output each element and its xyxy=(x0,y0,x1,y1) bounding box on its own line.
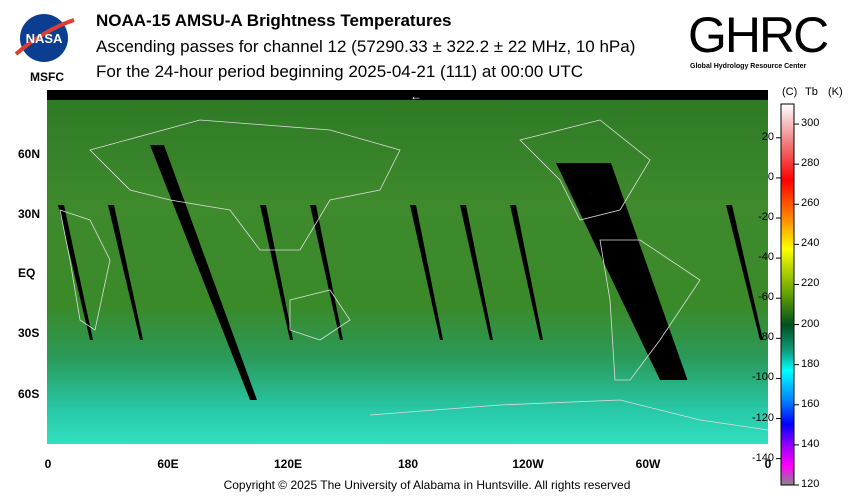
lon-label: 120E xyxy=(273,457,303,471)
colorbar-k-label: 160 xyxy=(801,397,820,410)
msfc-caption: MSFC xyxy=(30,70,64,84)
lon-label: 60E xyxy=(157,457,179,471)
colorbar-label-tb: Tb xyxy=(805,86,818,98)
lat-label: EQ xyxy=(18,266,36,280)
coastlines xyxy=(59,119,769,431)
lon-label: 60W xyxy=(635,457,661,471)
lon-label: 0 xyxy=(44,457,52,471)
colorbar-k-label: 300 xyxy=(801,117,820,130)
chart-title: NOAA-15 AMSU-A Brightness Temperatures xyxy=(96,11,452,30)
colorbar-c-label: -20 xyxy=(758,210,774,223)
data-gap-swath xyxy=(150,145,257,400)
colorbar-k-label: 240 xyxy=(801,237,820,250)
colorbar-c-label: -40 xyxy=(758,251,774,264)
colorbar-k-label: 200 xyxy=(801,317,820,330)
colorbar-label-k: (K) xyxy=(828,86,843,98)
colorbar-c-label: -120 xyxy=(751,411,774,424)
data-gap-swath xyxy=(410,205,443,340)
ghrc-caption: Global Hydrology Resource Center xyxy=(690,63,807,70)
date-line-arrow: ← xyxy=(410,89,422,103)
colorbar-c-label: -100 xyxy=(751,371,774,384)
data-gap-swath xyxy=(510,205,543,340)
colorbar-c-label: 0 xyxy=(767,170,774,183)
data-gap-swath xyxy=(556,163,688,380)
colorbar-k-label: 180 xyxy=(801,357,820,370)
lat-label: 30N xyxy=(18,207,41,221)
ghrc-logo: GHRC xyxy=(688,7,829,63)
colorbar-k-label: 260 xyxy=(801,197,820,210)
data-gap-swath xyxy=(460,205,493,340)
top-bar xyxy=(47,90,768,100)
data-gap-swath xyxy=(310,205,343,340)
colorbar-k-label: 280 xyxy=(801,157,820,170)
colorbar-c-label: -140 xyxy=(751,451,774,464)
lat-label: 60S xyxy=(18,387,40,401)
colorbar-k-label: 120 xyxy=(801,478,820,490)
lon-label: 120W xyxy=(512,457,544,471)
data-gap-swath xyxy=(260,205,293,340)
colorbar-k-label: 140 xyxy=(801,437,820,450)
nasa-logo: NASA xyxy=(14,14,75,62)
colorbar-k-label: 220 xyxy=(801,277,820,290)
colorbar-label-c: (C) xyxy=(782,86,798,98)
data-gap-swath xyxy=(58,205,93,340)
chart-subtitle-period: For the 24-hour period beginning 2025-04… xyxy=(96,62,584,81)
data-gap-swath xyxy=(726,205,763,340)
chart-subtitle-channel: Ascending passes for channel 12 (57290.3… xyxy=(96,37,636,56)
data-gap-swath xyxy=(108,205,143,340)
colorbar-c-label: -60 xyxy=(758,291,774,304)
colorbar-c-label: -80 xyxy=(758,331,774,344)
lon-label: 180 xyxy=(397,457,419,471)
lat-label: 60N xyxy=(18,147,41,161)
colorbar-c-label: 20 xyxy=(761,130,774,143)
lon-label: 0 xyxy=(764,457,772,471)
colorbar xyxy=(780,103,795,486)
svg-text:NASA: NASA xyxy=(26,31,63,46)
copyright: Copyright © 2025 The University of Alaba… xyxy=(223,478,631,492)
lat-label: 30S xyxy=(18,326,40,340)
